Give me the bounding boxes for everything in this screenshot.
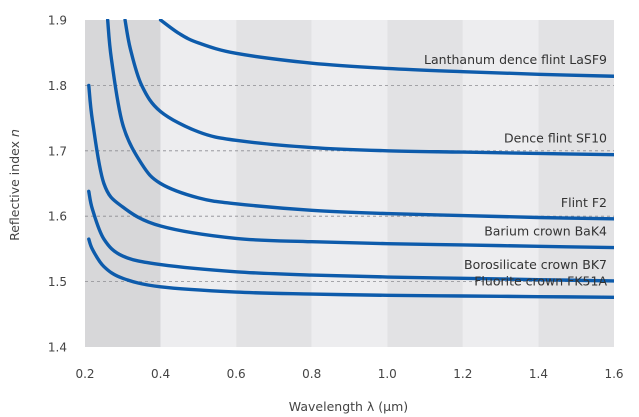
y-tick-label-3: 1.7	[48, 144, 67, 158]
background-band-1	[160, 20, 237, 347]
background-band-3	[311, 20, 388, 347]
x-tick-label-0: 0.2	[75, 367, 94, 381]
x-tick-label-4: 1.0	[378, 367, 397, 381]
curve-1	[123, 19, 614, 157]
background-band-4	[387, 20, 463, 347]
curve-labels: Lanthanum dence flint LaSF9 Dence flint S…	[424, 52, 607, 288]
x-tick-label-6: 1.4	[529, 367, 548, 381]
y-tick-label-5: 1.9	[48, 14, 67, 28]
curve-4	[87, 189, 614, 283]
curve-3	[87, 83, 614, 250]
curve-label-1: Dence flint SF10	[504, 131, 607, 146]
curve-label-0: Lanthanum dence flint LaSF9	[424, 52, 607, 67]
curve-label-5: Fluorite crown FK51A	[474, 273, 607, 288]
curve-label-4: Borosilicate crown BK7	[464, 257, 607, 272]
curve-label-2: Flint F2	[561, 195, 607, 210]
background-bands	[85, 20, 614, 347]
x-axis-label: Wavelength λ (µm)	[289, 399, 408, 414]
x-tick-label-3: 0.8	[302, 367, 321, 381]
y-tick-label-0: 1.4	[48, 341, 67, 355]
x-axis-tick-labels: 0.2 0.4 0.6 0.8 1.0 1.2 1.4 1.6	[75, 367, 623, 381]
x-tick-label-1: 0.4	[151, 367, 170, 381]
curve-5	[87, 237, 614, 299]
curve-0	[158, 19, 614, 78]
y-tick-label-4: 1.8	[48, 79, 67, 93]
dispersion-curves	[87, 19, 614, 299]
curve-2	[105, 19, 614, 221]
y-tick-label-1: 1.5	[48, 275, 67, 289]
background-band-0	[85, 20, 161, 347]
curve-label-3: Barium crown BaK4	[484, 224, 607, 239]
x-tick-label-2: 0.6	[227, 367, 246, 381]
y-axis-label-symbol: n	[7, 129, 22, 137]
y-axis-tick-labels: 1.4 1.5 1.6 1.7 1.8 1.9	[48, 14, 67, 355]
x-tick-label-5: 1.2	[453, 367, 472, 381]
y-axis-label-text: Reflective index	[7, 137, 22, 241]
y-axis-label: Reflective index n	[7, 129, 22, 241]
background-band-2	[236, 20, 312, 347]
y-tick-label-2: 1.6	[48, 210, 67, 224]
x-tick-label-7: 1.6	[604, 367, 623, 381]
